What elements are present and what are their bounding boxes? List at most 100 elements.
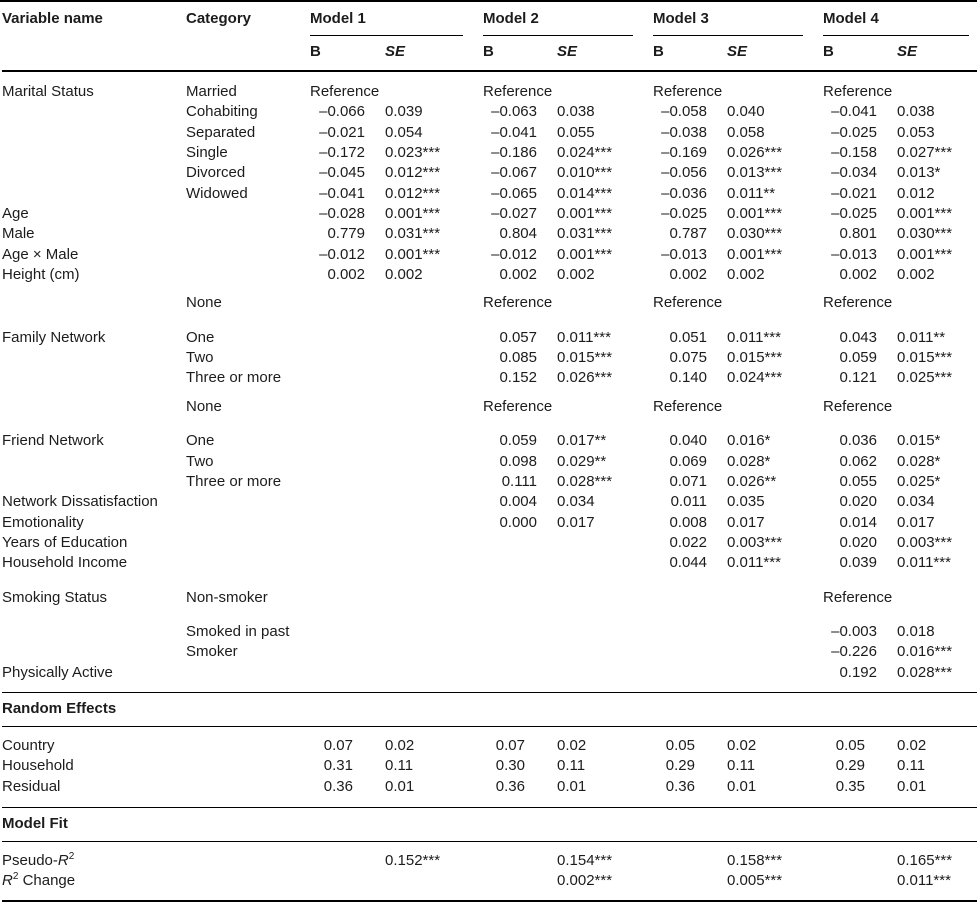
cell-b-model-4: 0.35 bbox=[835, 777, 865, 795]
cell-se-model-1: 0.02 bbox=[385, 736, 415, 754]
row-category: Two bbox=[186, 349, 214, 367]
cell-se-model-1: 0.054 bbox=[385, 123, 423, 141]
row-variable-name: Household bbox=[2, 757, 74, 775]
row-category: Married bbox=[186, 83, 237, 100]
section-divider bbox=[2, 725, 977, 727]
cell-se-model-2: 0.031*** bbox=[557, 225, 613, 243]
table-row: Network Dissatisfaction 0.004 0.034 0.011 0.… bbox=[2, 492, 977, 512]
table-row: Cohabiting –0.066 0.039 –0.063 0.038 –0.058 0.… bbox=[2, 102, 977, 122]
cell-b-model-2: –0.065 bbox=[491, 184, 537, 202]
cell-reference-model-4: Reference bbox=[823, 83, 893, 100]
cell-b-model-2: 0.111 bbox=[501, 472, 537, 490]
cell-b-model-4: 0.059 bbox=[839, 349, 877, 367]
table-row: Separated –0.021 0.054 –0.041 0.055 –0.038 0.0… bbox=[2, 123, 977, 143]
subheader-b-model-3: B bbox=[653, 43, 664, 60]
table-row: Age –0.028 0.001*** –0.027 0.001*** –0.025 0.0… bbox=[2, 204, 977, 224]
cell-b-model-4: 0.05 bbox=[835, 736, 865, 754]
cell-b-model-3: 0.044 bbox=[669, 554, 707, 572]
table-row: Two 0.098 0.029** 0.069 0.028* 0.062 0.028* bbox=[2, 452, 977, 472]
cell-b-model-2: 0.002 bbox=[499, 266, 537, 284]
model-fit-rows: Pseudo-R2 0.152*** 0.154*** 0.158*** 0.165**… bbox=[2, 842, 977, 900]
row-category: None bbox=[186, 397, 222, 415]
row-category: One bbox=[186, 432, 215, 450]
cell-se-model-1: 0.01 bbox=[385, 777, 415, 795]
row-variable-name: Emotionality bbox=[2, 513, 84, 531]
cell-b-model-1: –0.012 bbox=[319, 245, 365, 263]
row-category: Cohabiting bbox=[186, 103, 258, 121]
row-category: Separated bbox=[186, 123, 256, 141]
cell-se-model-4: 0.030*** bbox=[897, 225, 953, 243]
table-row: Family Network One 0.057 0.011*** 0.051 0.011… bbox=[2, 328, 977, 348]
cell-se-model-2: 0.029** bbox=[557, 452, 607, 470]
row-category: Non-smoker bbox=[186, 588, 268, 606]
cell-se-model-2: 0.015*** bbox=[557, 349, 613, 367]
table-row: Smoking Status Non-smoker Reference bbox=[2, 588, 977, 608]
cell-se-model-4: 0.028*** bbox=[897, 663, 953, 681]
row-variable-name: Residual bbox=[2, 777, 61, 795]
cell-se-model-2: 0.001*** bbox=[557, 205, 613, 223]
cell-se-model-2: 0.055 bbox=[557, 123, 595, 141]
cell-se-model-4: 0.011*** bbox=[897, 872, 951, 890]
cell-b-model-4: –0.226 bbox=[831, 643, 877, 661]
table-row: Three or more 0.111 0.028*** 0.071 0.026** 0.… bbox=[2, 472, 977, 492]
cell-b-model-4: 0.036 bbox=[839, 432, 877, 450]
section-divider bbox=[2, 691, 977, 693]
section-title-model-fit: Model Fit bbox=[2, 814, 68, 832]
section-title-random-effects: Random Effects bbox=[2, 699, 117, 717]
cell-b-model-4: 0.020 bbox=[839, 533, 877, 551]
col-header-category: Category bbox=[186, 10, 252, 27]
table-bottom-rule bbox=[2, 899, 977, 902]
cell-se-model-4: 0.02 bbox=[897, 736, 927, 754]
col-header-model-2: Model 2 bbox=[483, 10, 653, 36]
table-row: Height (cm) 0.002 0.002 0.002 0.002 0.002 0.00… bbox=[2, 265, 977, 285]
cell-se-model-4: 0.027*** bbox=[897, 144, 953, 162]
cell-b-model-3: 0.051 bbox=[669, 328, 707, 346]
cell-b-model-3: –0.038 bbox=[661, 123, 707, 141]
table-row: Age × Male –0.012 0.001*** –0.012 0.001*** –0… bbox=[2, 245, 977, 265]
cell-b-model-2: 0.059 bbox=[499, 432, 537, 450]
row-variable-name: Friend Network bbox=[2, 432, 104, 450]
row-category: Smoked in past bbox=[186, 622, 290, 640]
cell-b-model-1: 0.07 bbox=[323, 736, 353, 754]
cell-se-model-2: 0.002*** bbox=[557, 872, 613, 890]
cell-b-model-4: 0.29 bbox=[835, 757, 865, 775]
row-variable-name: Physically Active bbox=[2, 663, 113, 681]
cell-se-model-4: 0.012 bbox=[897, 184, 935, 202]
row-category: Three or more bbox=[186, 369, 282, 387]
cell-b-model-3: –0.169 bbox=[661, 144, 707, 162]
cell-se-model-2: 0.002 bbox=[557, 266, 595, 284]
cell-se-model-3: 0.028* bbox=[727, 452, 771, 470]
cell-se-model-3: 0.030*** bbox=[727, 225, 783, 243]
cell-reference-model-2: Reference bbox=[483, 294, 553, 312]
cell-se-model-3: 0.011** bbox=[727, 184, 776, 202]
cell-b-model-3: 0.140 bbox=[669, 369, 707, 387]
cell-b-model-3: 0.002 bbox=[669, 266, 707, 284]
cell-se-model-1: 0.023*** bbox=[385, 144, 441, 162]
cell-se-model-3: 0.011*** bbox=[727, 328, 781, 346]
row-variable-name: Years of Education bbox=[2, 533, 128, 551]
section-divider bbox=[2, 840, 977, 842]
table-row: Single –0.172 0.023*** –0.186 0.024*** –0.169… bbox=[2, 143, 977, 163]
row-variable-name: Age × Male bbox=[2, 245, 79, 263]
cell-se-model-2: 0.11 bbox=[557, 757, 586, 775]
col-header-model-4: Model 4 bbox=[823, 10, 977, 36]
cell-se-model-1: 0.012*** bbox=[385, 164, 441, 182]
cell-b-model-1: –0.028 bbox=[319, 205, 365, 223]
cell-se-model-4: 0.165*** bbox=[897, 851, 953, 869]
cell-se-model-4: 0.028* bbox=[897, 452, 941, 470]
cell-se-model-2: 0.011*** bbox=[557, 328, 611, 346]
table-row: Physically Active 0.192 0.028*** bbox=[2, 663, 977, 683]
col-header-model-1: Model 1 bbox=[310, 10, 483, 36]
table-row: Smoked in past –0.003 0.018 bbox=[2, 622, 977, 642]
cell-se-model-3: 0.017 bbox=[727, 513, 765, 531]
cell-b-model-4: –0.025 bbox=[831, 205, 877, 223]
cell-b-model-1: –0.172 bbox=[319, 144, 365, 162]
cell-se-model-4: 0.001*** bbox=[897, 245, 953, 263]
row-category: Single bbox=[186, 144, 228, 162]
cell-b-model-3: 0.040 bbox=[669, 432, 707, 450]
row-variable-name: Marital Status bbox=[2, 83, 94, 100]
cell-se-model-2: 0.01 bbox=[557, 777, 587, 795]
subheader-se-model-1: SE bbox=[385, 43, 406, 60]
cell-b-model-2: 0.152 bbox=[499, 369, 537, 387]
row-variable-name: Country bbox=[2, 736, 55, 754]
